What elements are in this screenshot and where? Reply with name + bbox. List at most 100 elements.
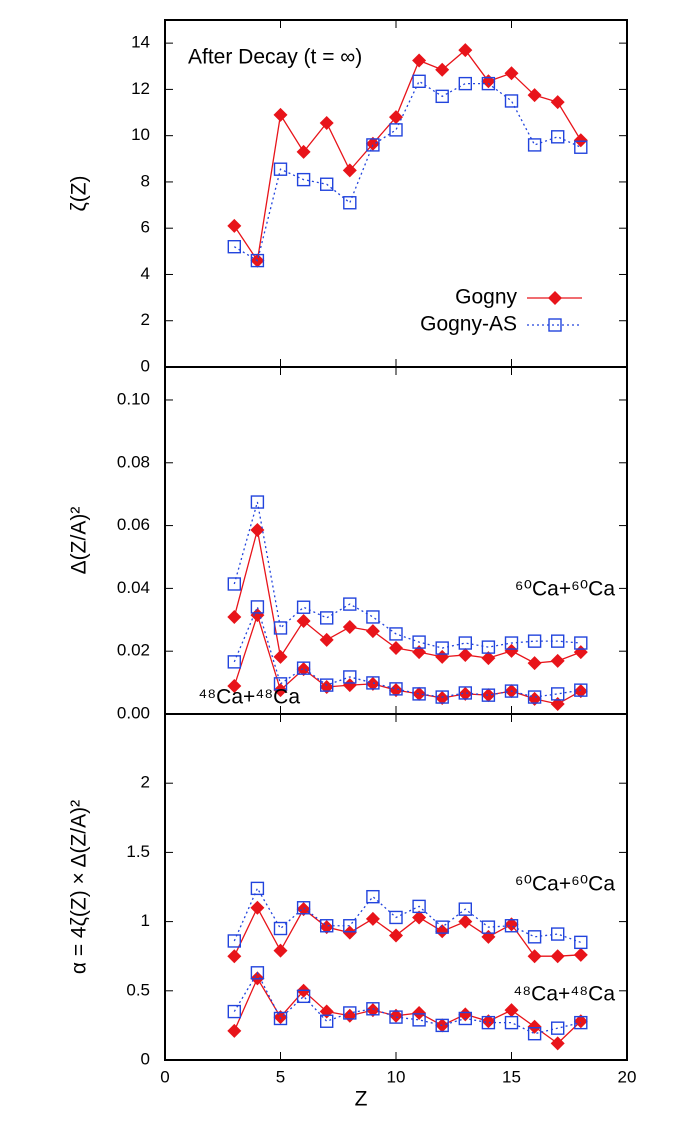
diamond-marker xyxy=(550,1036,565,1051)
square-marker xyxy=(366,676,380,690)
diamond-marker xyxy=(573,947,588,962)
square-marker xyxy=(250,495,265,509)
x-tick-label: 10 xyxy=(387,1067,406,1086)
square-marker xyxy=(296,600,311,614)
diamond-marker xyxy=(573,1014,588,1029)
y-tick-label: 0.5 xyxy=(126,980,150,999)
square-marker xyxy=(527,1027,542,1041)
diamond-marker xyxy=(273,649,288,664)
y-tick-label: 6 xyxy=(141,218,150,237)
square-marker xyxy=(481,640,496,654)
diamond-marker xyxy=(273,943,288,958)
diamond-marker xyxy=(481,688,496,703)
y-tick-label: 14 xyxy=(131,33,150,52)
square-marker xyxy=(504,1015,519,1030)
diamond-marker xyxy=(342,925,357,940)
diamond-marker xyxy=(412,910,427,925)
diamond-marker xyxy=(550,653,565,668)
square-marker xyxy=(227,1004,242,1019)
y-tick-label: 0.10 xyxy=(117,389,150,408)
square-marker xyxy=(320,919,334,933)
square-marker xyxy=(366,610,380,624)
series-group-label: ⁶⁰Ca+⁶⁰Ca xyxy=(515,578,615,601)
diamond-marker xyxy=(435,649,450,664)
x-tick-label: 0 xyxy=(160,1067,169,1086)
y-tick-label: 1 xyxy=(141,911,150,930)
square-marker xyxy=(458,686,472,700)
diamond-marker xyxy=(527,949,542,964)
square-marker xyxy=(574,1015,588,1030)
diamond-marker xyxy=(458,686,473,701)
square-marker xyxy=(574,636,588,650)
square-marker xyxy=(250,966,265,980)
diamond-marker xyxy=(342,678,357,693)
diamond-marker xyxy=(481,1014,496,1029)
square-marker xyxy=(527,634,542,648)
square-marker xyxy=(527,690,542,704)
square-marker xyxy=(320,611,334,625)
square-marker xyxy=(504,684,519,698)
diamond-marker xyxy=(435,62,450,77)
y-axis-label: α = 4ζ(Z) × Δ(Z/A)² xyxy=(68,800,91,974)
y-tick-label: 0.06 xyxy=(117,515,150,534)
square-marker xyxy=(343,196,357,210)
diamond-marker xyxy=(504,66,519,81)
square-marker xyxy=(320,678,334,692)
square-marker xyxy=(343,1006,357,1020)
square-marker xyxy=(574,935,588,950)
diamond-marker xyxy=(550,95,565,110)
square-marker xyxy=(435,641,449,655)
diamond-marker xyxy=(458,914,473,929)
square-marker xyxy=(551,1021,565,1035)
diamond-marker xyxy=(550,949,565,964)
square-marker xyxy=(250,600,265,614)
square-marker xyxy=(366,1002,380,1016)
diamond-marker xyxy=(296,144,311,159)
square-marker xyxy=(412,899,426,914)
square-marker xyxy=(296,901,311,915)
square-marker xyxy=(504,919,519,933)
y-tick-label: 2 xyxy=(141,310,150,329)
diamond-marker xyxy=(342,163,357,178)
square-marker xyxy=(389,682,403,696)
square-marker xyxy=(481,688,496,702)
square-marker xyxy=(296,989,311,1004)
diamond-marker xyxy=(435,924,450,939)
diamond-marker xyxy=(504,1003,519,1018)
square-marker xyxy=(574,140,588,154)
diamond-marker xyxy=(573,133,588,148)
y-axis-label: ζ(Z) xyxy=(68,175,91,211)
square-marker xyxy=(227,655,242,669)
diamond-marker xyxy=(365,136,380,151)
square-marker xyxy=(389,123,403,137)
square-marker xyxy=(435,89,449,104)
diamond-marker xyxy=(296,614,311,629)
x-tick-label: 15 xyxy=(502,1067,521,1086)
square-marker xyxy=(320,1014,334,1028)
diamond-marker xyxy=(458,43,473,58)
series-line xyxy=(233,529,582,664)
series-line xyxy=(233,604,581,698)
diamond-marker xyxy=(573,684,588,699)
square-marker xyxy=(551,634,565,648)
square-marker xyxy=(481,920,496,934)
diamond-marker xyxy=(389,683,403,698)
square-marker xyxy=(250,881,265,896)
diamond-marker xyxy=(365,1003,380,1018)
diamond-marker xyxy=(227,679,242,694)
y-tick-label: 0.02 xyxy=(117,641,150,660)
y-tick-label: 8 xyxy=(141,171,150,190)
square-marker xyxy=(458,76,472,91)
square-marker xyxy=(273,162,288,176)
series-line xyxy=(233,976,582,1045)
square-marker xyxy=(273,621,288,635)
diamond-marker xyxy=(412,645,427,660)
y-tick-label: 0 xyxy=(141,356,150,375)
y-tick-label: 2 xyxy=(141,773,150,792)
y-tick-label: 0.04 xyxy=(117,578,150,597)
square-marker xyxy=(481,76,496,91)
square-marker xyxy=(481,1015,496,1030)
square-marker xyxy=(527,138,542,152)
diamond-marker xyxy=(389,1008,403,1023)
diamond-marker xyxy=(227,1023,242,1038)
